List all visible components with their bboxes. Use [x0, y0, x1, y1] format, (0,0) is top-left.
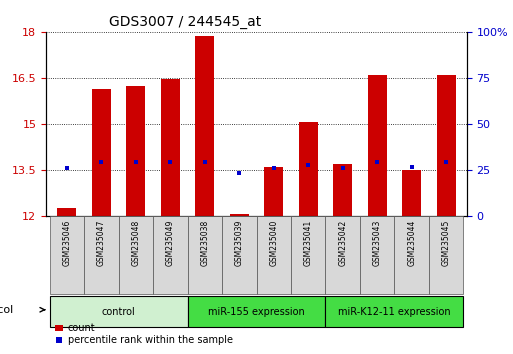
FancyBboxPatch shape	[394, 216, 429, 294]
Text: GSM235041: GSM235041	[304, 220, 313, 266]
Text: GSM235045: GSM235045	[442, 220, 450, 266]
FancyBboxPatch shape	[429, 216, 463, 294]
Text: miR-155 expression: miR-155 expression	[208, 307, 305, 316]
Text: GSM235040: GSM235040	[269, 220, 278, 266]
Bar	[195, 36, 214, 216]
Text: GSM235044: GSM235044	[407, 220, 416, 266]
Text: GSM235048: GSM235048	[131, 220, 141, 266]
FancyBboxPatch shape	[50, 296, 188, 327]
FancyBboxPatch shape	[325, 216, 360, 294]
FancyBboxPatch shape	[291, 216, 325, 294]
FancyBboxPatch shape	[84, 216, 119, 294]
Bar	[368, 75, 387, 216]
Text: protocol: protocol	[0, 305, 13, 315]
Bar	[299, 122, 318, 216]
Bar	[57, 208, 76, 216]
FancyBboxPatch shape	[325, 296, 463, 327]
FancyBboxPatch shape	[360, 216, 394, 294]
FancyBboxPatch shape	[50, 216, 84, 294]
FancyBboxPatch shape	[153, 216, 188, 294]
FancyBboxPatch shape	[188, 216, 222, 294]
Text: GSM235042: GSM235042	[338, 220, 347, 266]
Bar	[161, 79, 180, 216]
Bar	[126, 86, 145, 216]
Text: GSM235043: GSM235043	[372, 220, 382, 266]
Bar	[230, 215, 249, 216]
Text: GSM235047: GSM235047	[97, 220, 106, 266]
Text: GSM235049: GSM235049	[166, 220, 175, 266]
Text: GSM235046: GSM235046	[63, 220, 71, 266]
Text: control: control	[102, 307, 135, 316]
FancyBboxPatch shape	[256, 216, 291, 294]
Bar	[333, 164, 352, 216]
Text: GSM235038: GSM235038	[200, 220, 209, 266]
Bar	[264, 167, 283, 216]
FancyBboxPatch shape	[222, 216, 256, 294]
Bar	[92, 88, 111, 216]
Bar	[437, 75, 456, 216]
Text: miR-K12-11 expression: miR-K12-11 expression	[338, 307, 451, 316]
Bar	[402, 170, 421, 216]
Text: GDS3007 / 244545_at: GDS3007 / 244545_at	[109, 16, 262, 29]
FancyBboxPatch shape	[188, 296, 325, 327]
Legend: count, percentile rank within the sample: count, percentile rank within the sample	[51, 319, 236, 349]
FancyBboxPatch shape	[119, 216, 153, 294]
Text: GSM235039: GSM235039	[235, 220, 244, 266]
